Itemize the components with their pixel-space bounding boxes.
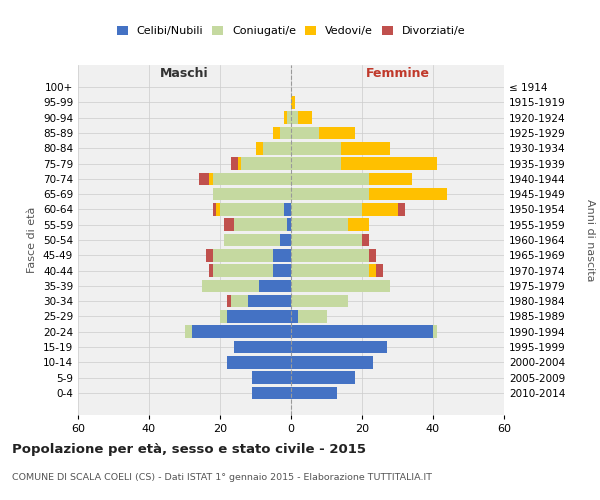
Bar [341, 158, 437, 170]
Bar [291, 218, 348, 231]
Bar [369, 264, 376, 277]
Bar [259, 280, 291, 292]
Bar [213, 203, 217, 215]
Bar [217, 203, 220, 215]
Bar [291, 264, 369, 277]
Bar [273, 127, 280, 140]
Bar [224, 218, 234, 231]
Bar [263, 142, 291, 154]
Bar [298, 310, 326, 322]
Bar [234, 340, 291, 353]
Bar [230, 158, 238, 170]
Bar [291, 295, 348, 308]
Bar [298, 112, 313, 124]
Bar [238, 158, 241, 170]
Bar [291, 386, 337, 399]
Bar [234, 218, 287, 231]
Bar [291, 172, 369, 185]
Bar [291, 249, 369, 262]
Bar [319, 127, 355, 140]
Bar [287, 112, 291, 124]
Bar [206, 249, 213, 262]
Text: COMUNE DI SCALA COELI (CS) - Dati ISTAT 1° gennaio 2015 - Elaborazione TUTTITALI: COMUNE DI SCALA COELI (CS) - Dati ISTAT … [12, 472, 432, 482]
Bar [256, 142, 263, 154]
Bar [291, 372, 355, 384]
Bar [291, 310, 298, 322]
Legend: Celibi/Nubili, Coniugati/e, Vedovi/e, Divorziati/e: Celibi/Nubili, Coniugati/e, Vedovi/e, Di… [112, 22, 470, 41]
Bar [291, 112, 298, 124]
Bar [199, 172, 209, 185]
Bar [280, 234, 291, 246]
Bar [291, 96, 295, 108]
Bar [341, 142, 391, 154]
Bar [252, 386, 291, 399]
Bar [227, 356, 291, 368]
Bar [291, 158, 341, 170]
Bar [291, 142, 341, 154]
Bar [213, 188, 291, 200]
Bar [291, 340, 387, 353]
Bar [291, 188, 369, 200]
Bar [227, 295, 230, 308]
Bar [209, 172, 213, 185]
Bar [241, 158, 291, 170]
Bar [291, 280, 391, 292]
Bar [291, 356, 373, 368]
Bar [230, 295, 248, 308]
Bar [227, 310, 291, 322]
Bar [291, 234, 362, 246]
Bar [369, 249, 376, 262]
Bar [369, 188, 447, 200]
Bar [209, 264, 213, 277]
Text: Femmine: Femmine [365, 66, 430, 80]
Bar [362, 203, 398, 215]
Bar [252, 372, 291, 384]
Bar [220, 203, 284, 215]
Bar [376, 264, 383, 277]
Bar [185, 326, 191, 338]
Y-axis label: Fasce di età: Fasce di età [28, 207, 37, 273]
Bar [224, 234, 280, 246]
Y-axis label: Anni di nascita: Anni di nascita [585, 198, 595, 281]
Bar [220, 310, 227, 322]
Bar [291, 127, 319, 140]
Bar [273, 264, 291, 277]
Bar [287, 218, 291, 231]
Bar [362, 234, 369, 246]
Bar [284, 203, 291, 215]
Bar [398, 203, 404, 215]
Bar [291, 326, 433, 338]
Bar [202, 280, 259, 292]
Text: Popolazione per età, sesso e stato civile - 2015: Popolazione per età, sesso e stato civil… [12, 442, 366, 456]
Bar [280, 127, 291, 140]
Bar [284, 112, 287, 124]
Bar [213, 249, 273, 262]
Bar [273, 249, 291, 262]
Bar [348, 218, 369, 231]
Bar [191, 326, 291, 338]
Text: Maschi: Maschi [160, 66, 209, 80]
Bar [369, 172, 412, 185]
Bar [248, 295, 291, 308]
Bar [213, 172, 291, 185]
Bar [433, 326, 437, 338]
Bar [291, 203, 362, 215]
Bar [213, 264, 273, 277]
